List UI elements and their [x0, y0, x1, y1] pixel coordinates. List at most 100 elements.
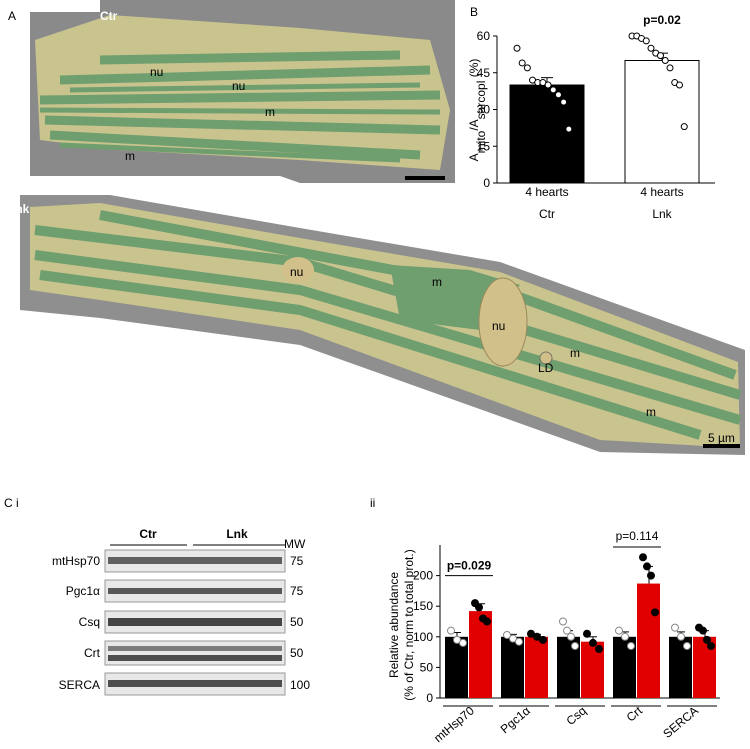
- data-point: [567, 632, 575, 641]
- data-point: [621, 632, 629, 641]
- panel-label: C i: [4, 496, 19, 510]
- micrograph-lnk: [20, 195, 745, 455]
- mw-label: 75: [290, 554, 304, 568]
- data-point: [676, 81, 683, 89]
- y-tick-label: 0: [426, 691, 433, 705]
- annotation: p=0.114: [616, 529, 659, 543]
- data-point: [515, 637, 523, 646]
- data-point: [503, 630, 511, 639]
- x-tick-label: mtHsp70: [431, 703, 477, 744]
- y-tick-label: 200: [413, 569, 433, 583]
- data-point: [699, 626, 707, 635]
- bar: [637, 583, 660, 698]
- data-point: [666, 64, 674, 72]
- data-point: [651, 608, 659, 617]
- panel-label: ii: [370, 496, 375, 510]
- region-label: m: [125, 149, 135, 163]
- y-tick-label: 15: [477, 139, 491, 153]
- micrograph-ctr: [30, 0, 455, 183]
- y-axis-label-part: /A: [467, 119, 481, 130]
- y-tick-label: 150: [413, 599, 433, 613]
- protein-label: Csq: [79, 615, 100, 629]
- micrograph-label: Ctr: [100, 9, 118, 23]
- y-axis-label-part: mito: [474, 130, 488, 153]
- data-point: [459, 638, 467, 647]
- protein-label: SERCA: [59, 678, 100, 692]
- data-point: [639, 553, 647, 562]
- panel-label: A: [8, 9, 16, 23]
- y-axis-label: (% of Ctr, norm to total prot.): [402, 549, 416, 700]
- mw-label: 75: [290, 584, 304, 598]
- x-tick-label: SERCA: [660, 704, 701, 741]
- bar: [501, 636, 524, 698]
- region-label: nu: [290, 265, 303, 279]
- data-point: [563, 626, 571, 635]
- data-point: [657, 52, 664, 60]
- data-point: [643, 562, 651, 571]
- bar: [624, 60, 700, 184]
- x-tick-label: Lnk: [652, 207, 672, 221]
- group-label: Ctr: [139, 527, 157, 541]
- region-label: m: [570, 346, 580, 360]
- micrograph-label: Lnk: [8, 202, 30, 216]
- y-axis-label-part: A: [467, 153, 481, 161]
- data-point: [589, 638, 597, 647]
- bar: [445, 636, 468, 698]
- y-axis-label: Relative abundance: [387, 572, 401, 678]
- region-label: m: [265, 105, 275, 119]
- scale-label: 5 µm: [708, 431, 735, 445]
- panel-label: B: [470, 5, 478, 19]
- region-label: LD: [538, 361, 554, 375]
- data-point: [549, 86, 557, 94]
- x-sublabel: 4 hearts: [525, 185, 568, 199]
- region-label: m: [432, 275, 442, 289]
- x-tick-label: Ctr: [539, 207, 555, 221]
- data-point: [671, 623, 679, 632]
- data-point: [647, 571, 655, 580]
- data-point: [627, 641, 635, 650]
- region-label: m: [646, 405, 656, 419]
- data-point: [483, 617, 491, 626]
- y-axis-label-part: sarcopl: [474, 81, 488, 120]
- data-point: [554, 91, 562, 99]
- y-tick-label: 100: [413, 630, 433, 644]
- data-point: [661, 57, 669, 64]
- y-tick-label: 0: [483, 176, 490, 190]
- y-tick-label: 50: [420, 660, 434, 674]
- data-point: [571, 641, 579, 650]
- mw-header: MW: [284, 537, 306, 551]
- y-axis-label: Amito/Asarcopl (%): [467, 59, 488, 162]
- bar: [613, 636, 636, 698]
- data-point: [707, 641, 715, 650]
- data-point: [615, 626, 623, 635]
- annotation: p=0.029: [447, 559, 492, 573]
- bar: [581, 641, 604, 698]
- bar: [693, 636, 716, 698]
- bar: [469, 611, 492, 698]
- x-sublabel: 4 hearts: [640, 185, 683, 199]
- mw-label: 50: [290, 646, 304, 660]
- bar: [669, 636, 692, 698]
- region-label: nu: [150, 65, 163, 79]
- bar: [557, 636, 580, 698]
- data-point: [475, 603, 483, 612]
- data-point: [523, 64, 531, 72]
- data-point: [677, 632, 685, 641]
- y-tick-label: 45: [477, 66, 491, 80]
- data-point: [642, 37, 650, 45]
- data-point: [680, 123, 688, 131]
- annotation: p=0.02: [643, 13, 681, 27]
- data-point: [703, 635, 711, 644]
- bar: [525, 636, 548, 698]
- protein-label: Crt: [84, 646, 101, 660]
- mw-label: 100: [290, 678, 310, 692]
- data-point: [647, 44, 655, 52]
- data-point: [539, 635, 547, 644]
- x-tick-label: Pgc1α: [498, 704, 533, 737]
- data-point: [595, 645, 603, 654]
- western-blot: [104, 544, 286, 696]
- region-label: nu: [492, 319, 505, 333]
- data-point: [447, 626, 455, 635]
- data-point: [565, 125, 573, 133]
